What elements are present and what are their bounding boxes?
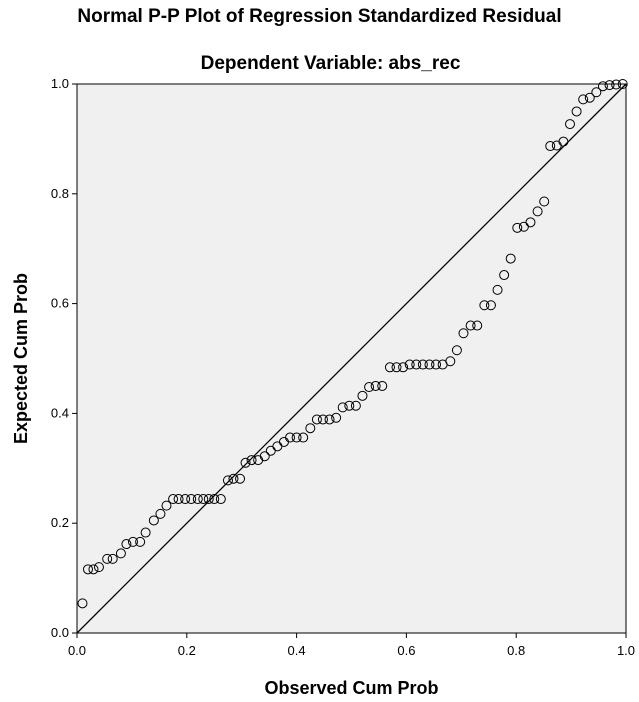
x-tick-label: 0.0 [68, 643, 86, 658]
y-tick-label: 0.8 [51, 186, 69, 201]
y-tick-label: 0.2 [51, 515, 69, 530]
y-tick-label: 0.6 [51, 296, 69, 311]
x-tick-label: 0.2 [178, 643, 196, 658]
y-axis-label: Expected Cum Prob [11, 273, 31, 444]
y-tick-label: 0.4 [51, 405, 69, 420]
x-tick-label: 1.0 [617, 643, 635, 658]
x-tick-label: 0.6 [397, 643, 415, 658]
x-tick-label: 0.8 [507, 643, 525, 658]
x-axis: 0.0 0.2 0.4 0.6 0.8 1.0 [68, 633, 635, 658]
x-axis-label: Observed Cum Prob [264, 678, 438, 698]
y-tick-label: 1.0 [51, 76, 69, 91]
x-tick-label: 0.4 [288, 643, 306, 658]
y-tick-label: 0.0 [51, 625, 69, 640]
y-axis: 0.0 0.2 0.4 0.6 0.8 1.0 [51, 76, 77, 640]
